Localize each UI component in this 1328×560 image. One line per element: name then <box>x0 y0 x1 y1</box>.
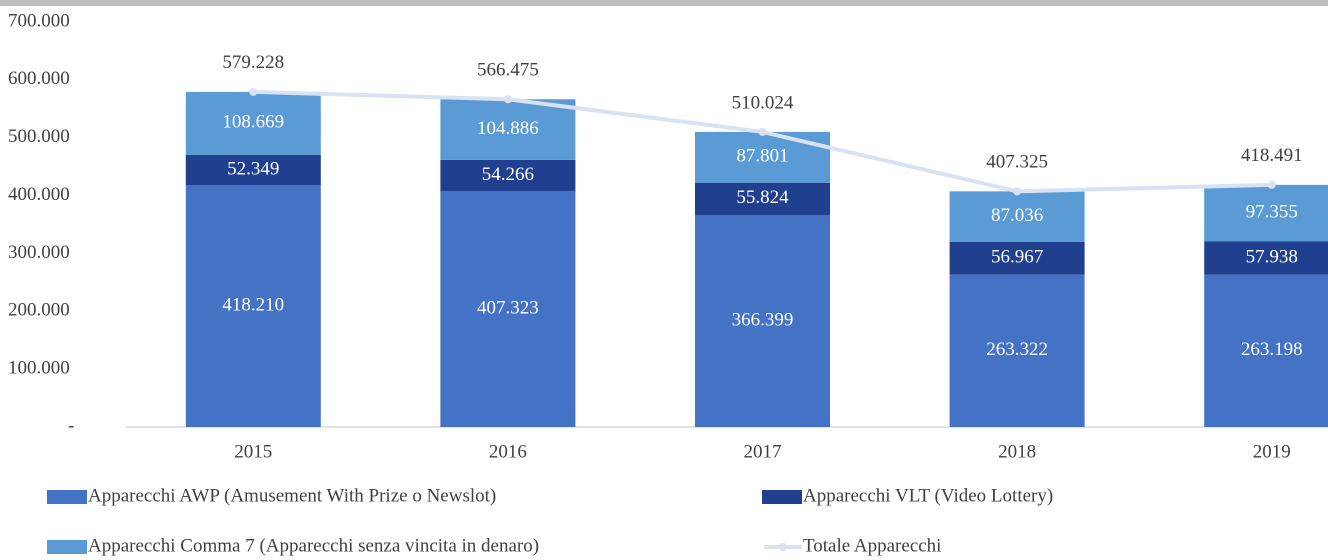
total-point <box>1013 187 1022 196</box>
bar-segment <box>949 191 1085 242</box>
total-point <box>1267 180 1276 189</box>
bar-segment <box>695 215 830 427</box>
bar-segment <box>1204 241 1328 275</box>
data-label: 263.198 <box>1241 339 1303 360</box>
total-label: 566.475 <box>477 60 539 81</box>
y-tick-label: - <box>68 415 74 436</box>
data-label: 52.349 <box>227 158 279 179</box>
bar-segment <box>440 159 576 192</box>
x-tick-label: 2015 <box>234 441 272 462</box>
legend-point <box>779 543 787 551</box>
total-label: 579.228 <box>222 52 284 73</box>
bar-segment <box>1204 274 1328 427</box>
data-label: 97.355 <box>1246 201 1298 222</box>
total-point <box>503 95 512 104</box>
legend-swatch <box>47 540 87 554</box>
top-border <box>0 0 1328 6</box>
y-tick-label: 300.000 <box>8 242 70 263</box>
total-label: 510.024 <box>732 92 794 113</box>
bar-segment <box>185 91 321 155</box>
bar-segment <box>440 191 576 427</box>
y-tick-label: 700.000 <box>8 10 70 31</box>
data-label: 54.266 <box>482 164 534 185</box>
bar-segment <box>185 185 321 427</box>
total-point <box>249 87 258 96</box>
legend-label: Apparecchi Comma 7 (Apparecchi senza vin… <box>88 535 539 556</box>
x-tick-label: 2019 <box>1253 441 1291 462</box>
y-tick-label: 400.000 <box>8 184 70 205</box>
data-label: 57.938 <box>1246 246 1298 267</box>
bar-segment <box>949 241 1085 275</box>
data-label: 56.967 <box>991 247 1043 268</box>
y-tick-label: 100.000 <box>8 358 70 379</box>
bar-segment <box>440 99 576 160</box>
legend-swatch <box>762 490 802 504</box>
data-label: 366.399 <box>732 309 794 330</box>
data-label: 87.801 <box>736 146 788 167</box>
legend-swatch <box>47 490 87 504</box>
data-label: 263.322 <box>986 339 1048 360</box>
data-label: 418.210 <box>222 294 284 315</box>
y-tick-label: 500.000 <box>8 126 70 147</box>
x-tick-label: 2018 <box>998 441 1036 462</box>
data-label: 87.036 <box>991 205 1043 226</box>
total-label: 407.325 <box>986 152 1048 173</box>
y-tick-label: 200.000 <box>8 300 70 321</box>
legend-label: Apparecchi VLT (Video Lottery) <box>803 485 1053 506</box>
bar-segment <box>185 154 321 186</box>
total-point <box>758 127 767 136</box>
total-label: 418.491 <box>1241 145 1303 166</box>
data-label: 55.824 <box>736 187 789 208</box>
bar-segment <box>695 182 830 216</box>
x-tick-label: 2016 <box>489 441 527 462</box>
y-tick-label: 600.000 <box>8 68 70 89</box>
legend-label: Apparecchi AWP (Amusement With Prize o N… <box>88 485 496 506</box>
legend-label: Totale Apparecchi <box>803 535 941 556</box>
bar-segment <box>949 274 1085 427</box>
bar-segment <box>1204 184 1328 242</box>
data-label: 104.886 <box>477 118 539 139</box>
data-label: 108.669 <box>222 112 284 133</box>
x-tick-label: 2017 <box>744 441 782 462</box>
data-label: 407.323 <box>477 298 539 319</box>
